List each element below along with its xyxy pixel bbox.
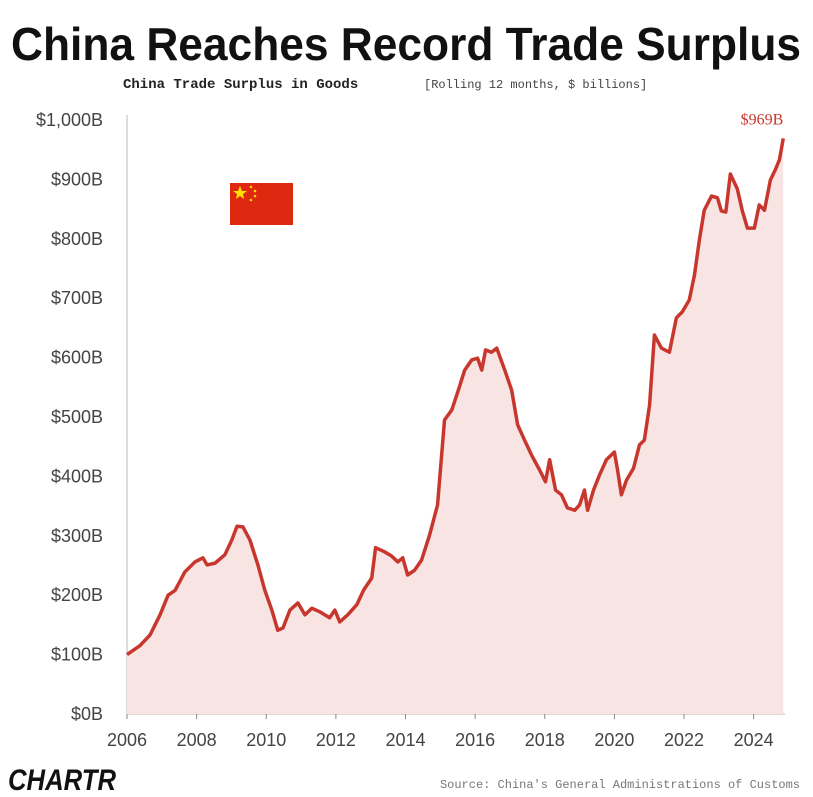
x-tick-label: 2022 bbox=[664, 730, 704, 750]
y-tick-label: $500B bbox=[51, 407, 103, 427]
brand-logo: CHARTR bbox=[8, 764, 116, 797]
x-tick-label: 2020 bbox=[594, 730, 634, 750]
chart-subtitle: China Trade Surplus in Goods bbox=[123, 77, 358, 93]
y-tick-label: $600B bbox=[51, 348, 103, 368]
source: Source: China's General Administrations … bbox=[440, 778, 800, 792]
subtitle-note: [Rolling 12 months, $ billions] bbox=[424, 78, 647, 92]
line bbox=[126, 138, 785, 657]
x-tick-label: 2014 bbox=[385, 730, 425, 750]
y-tick-label: $700B bbox=[51, 288, 103, 308]
x-tick-label: 2006 bbox=[107, 730, 147, 750]
y-tick-label: $400B bbox=[51, 466, 103, 486]
x-tick-label: 2010 bbox=[246, 730, 286, 750]
x-tick-label: 2008 bbox=[177, 730, 217, 750]
y-tick-label: $1,000B bbox=[36, 110, 103, 130]
value-label: $969B bbox=[741, 111, 784, 128]
x-tick-label: 2018 bbox=[525, 730, 565, 750]
flag bbox=[230, 183, 293, 225]
y-tick-label: $0B bbox=[71, 704, 103, 724]
x-tick-label: 2016 bbox=[455, 730, 495, 750]
x-tick-label: 2012 bbox=[316, 730, 356, 750]
y-tick-label: $800B bbox=[51, 229, 103, 249]
y-tick-label: $100B bbox=[51, 645, 103, 665]
y-tick-label: $900B bbox=[51, 169, 103, 189]
y-tick-label: $200B bbox=[51, 585, 103, 605]
y-tick-label: $300B bbox=[51, 526, 103, 546]
x-tick-label: 2024 bbox=[734, 730, 774, 750]
chart-title: China Reaches Record Trade Surplus bbox=[11, 18, 801, 70]
area bbox=[127, 138, 784, 714]
